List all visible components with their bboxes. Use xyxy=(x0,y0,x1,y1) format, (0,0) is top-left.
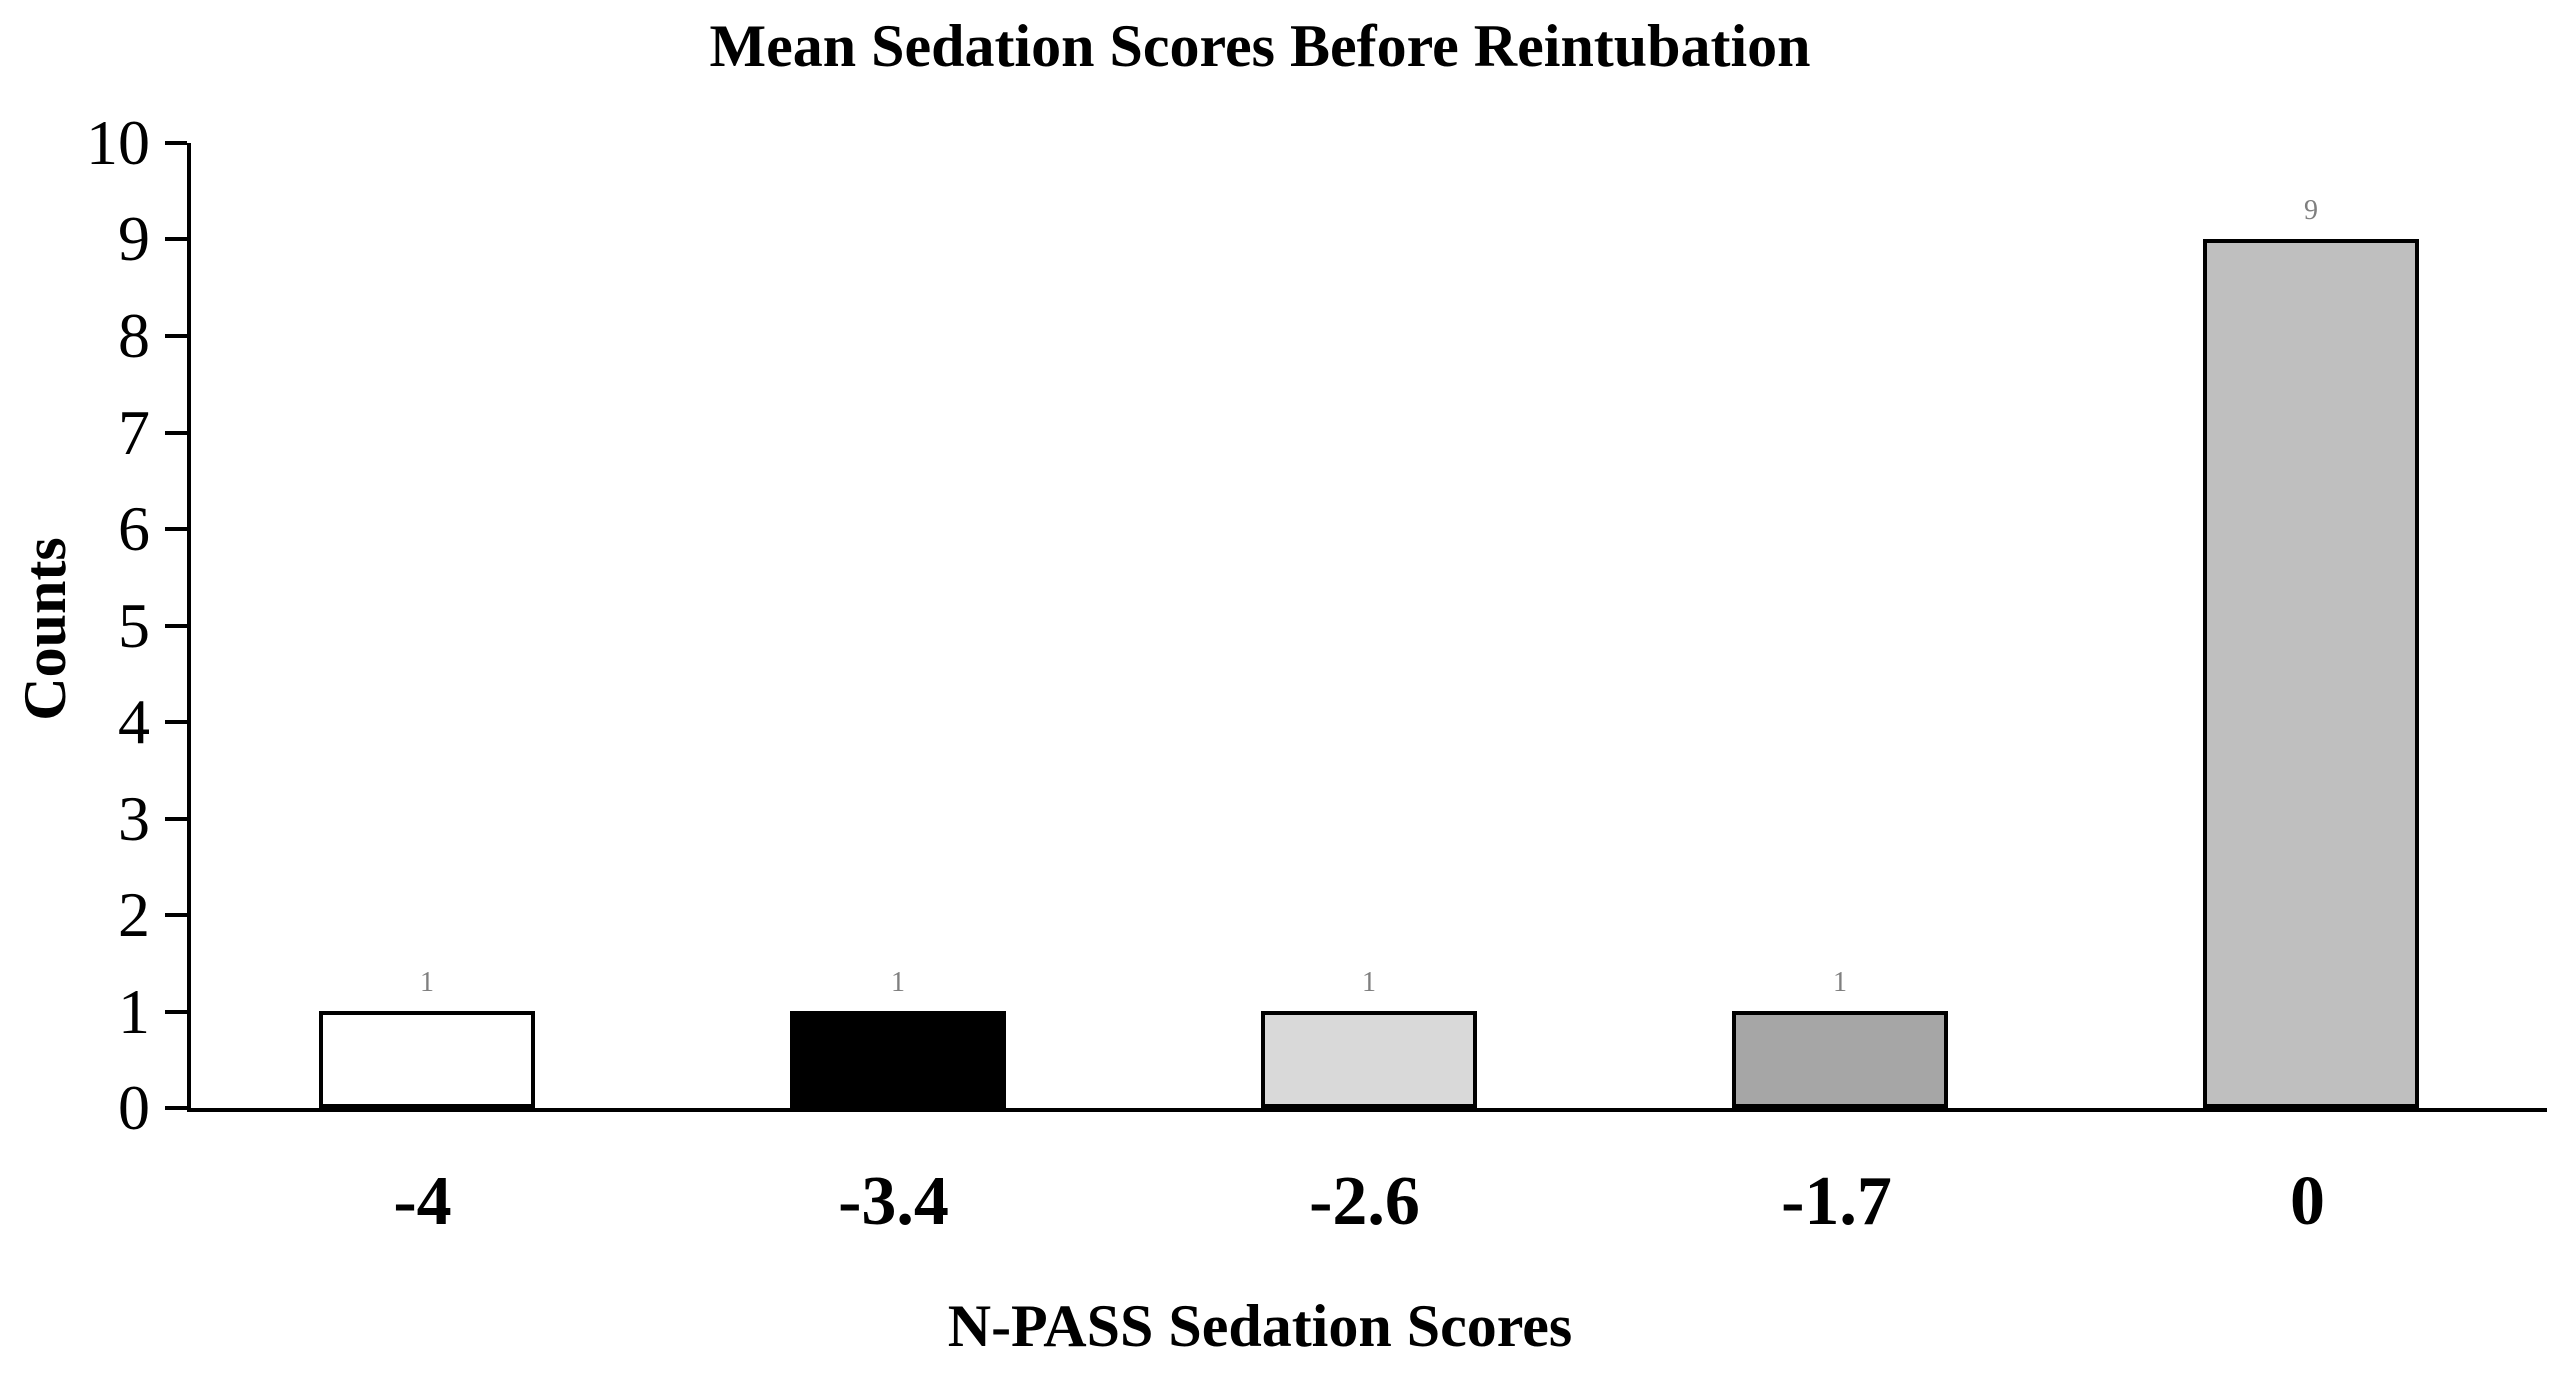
y-tick-label-10: 10 xyxy=(86,107,150,178)
bar-0 xyxy=(2203,239,2419,1108)
x-tick-label--3.4: -3.4 xyxy=(838,1163,949,1240)
bar-data-label--2.6: 1 xyxy=(1362,967,1376,998)
x-tick-label--4: -4 xyxy=(393,1163,452,1240)
y-tick-mark-3 xyxy=(165,817,187,821)
y-tick-label-2: 2 xyxy=(118,879,150,950)
y-tick-mark-8 xyxy=(165,334,187,338)
x-tick-label--2.6: -2.6 xyxy=(1309,1163,1420,1240)
x-tick-label--1.7: -1.7 xyxy=(1781,1163,1892,1240)
plot-area: 1 1 1 1 9 xyxy=(187,143,2547,1112)
y-tick-label-7: 7 xyxy=(118,397,150,468)
y-tick-mark-5 xyxy=(165,624,187,628)
y-tick-mark-4 xyxy=(165,720,187,724)
x-tick-label-0: 0 xyxy=(2290,1163,2325,1240)
x-axis-title: N-PASS Sedation Scores xyxy=(947,1293,1573,1359)
bar--1.7 xyxy=(1732,1011,1948,1108)
y-tick-mark-6 xyxy=(165,527,187,531)
bar-data-label--4: 1 xyxy=(420,967,434,998)
bar--4 xyxy=(319,1011,535,1108)
bar--2.6 xyxy=(1261,1011,1477,1108)
y-tick-label-3: 3 xyxy=(118,783,150,854)
chart-title: Mean Sedation Scores Before Reintubation xyxy=(709,13,1811,79)
y-tick-mark-7 xyxy=(165,431,187,435)
y-tick-label-9: 9 xyxy=(118,203,150,274)
bar-data-label-0: 9 xyxy=(2304,195,2318,226)
y-tick-label-6: 6 xyxy=(118,493,150,564)
y-tick-mark-2 xyxy=(165,913,187,917)
bar--3.4 xyxy=(790,1011,1006,1108)
y-tick-label-8: 8 xyxy=(118,300,150,371)
y-tick-label-4: 4 xyxy=(118,686,150,757)
y-tick-label-5: 5 xyxy=(118,590,150,661)
y-tick-label-0: 0 xyxy=(118,1072,150,1143)
y-tick-mark-1 xyxy=(165,1010,187,1014)
y-tick-label-1: 1 xyxy=(118,976,150,1047)
y-tick-mark-9 xyxy=(165,237,187,241)
y-tick-mark-10 xyxy=(165,141,187,145)
y-tick-mark-0 xyxy=(165,1106,187,1110)
bar-data-label--3.4: 1 xyxy=(891,967,905,998)
bar-data-label--1.7: 1 xyxy=(1833,967,1847,998)
